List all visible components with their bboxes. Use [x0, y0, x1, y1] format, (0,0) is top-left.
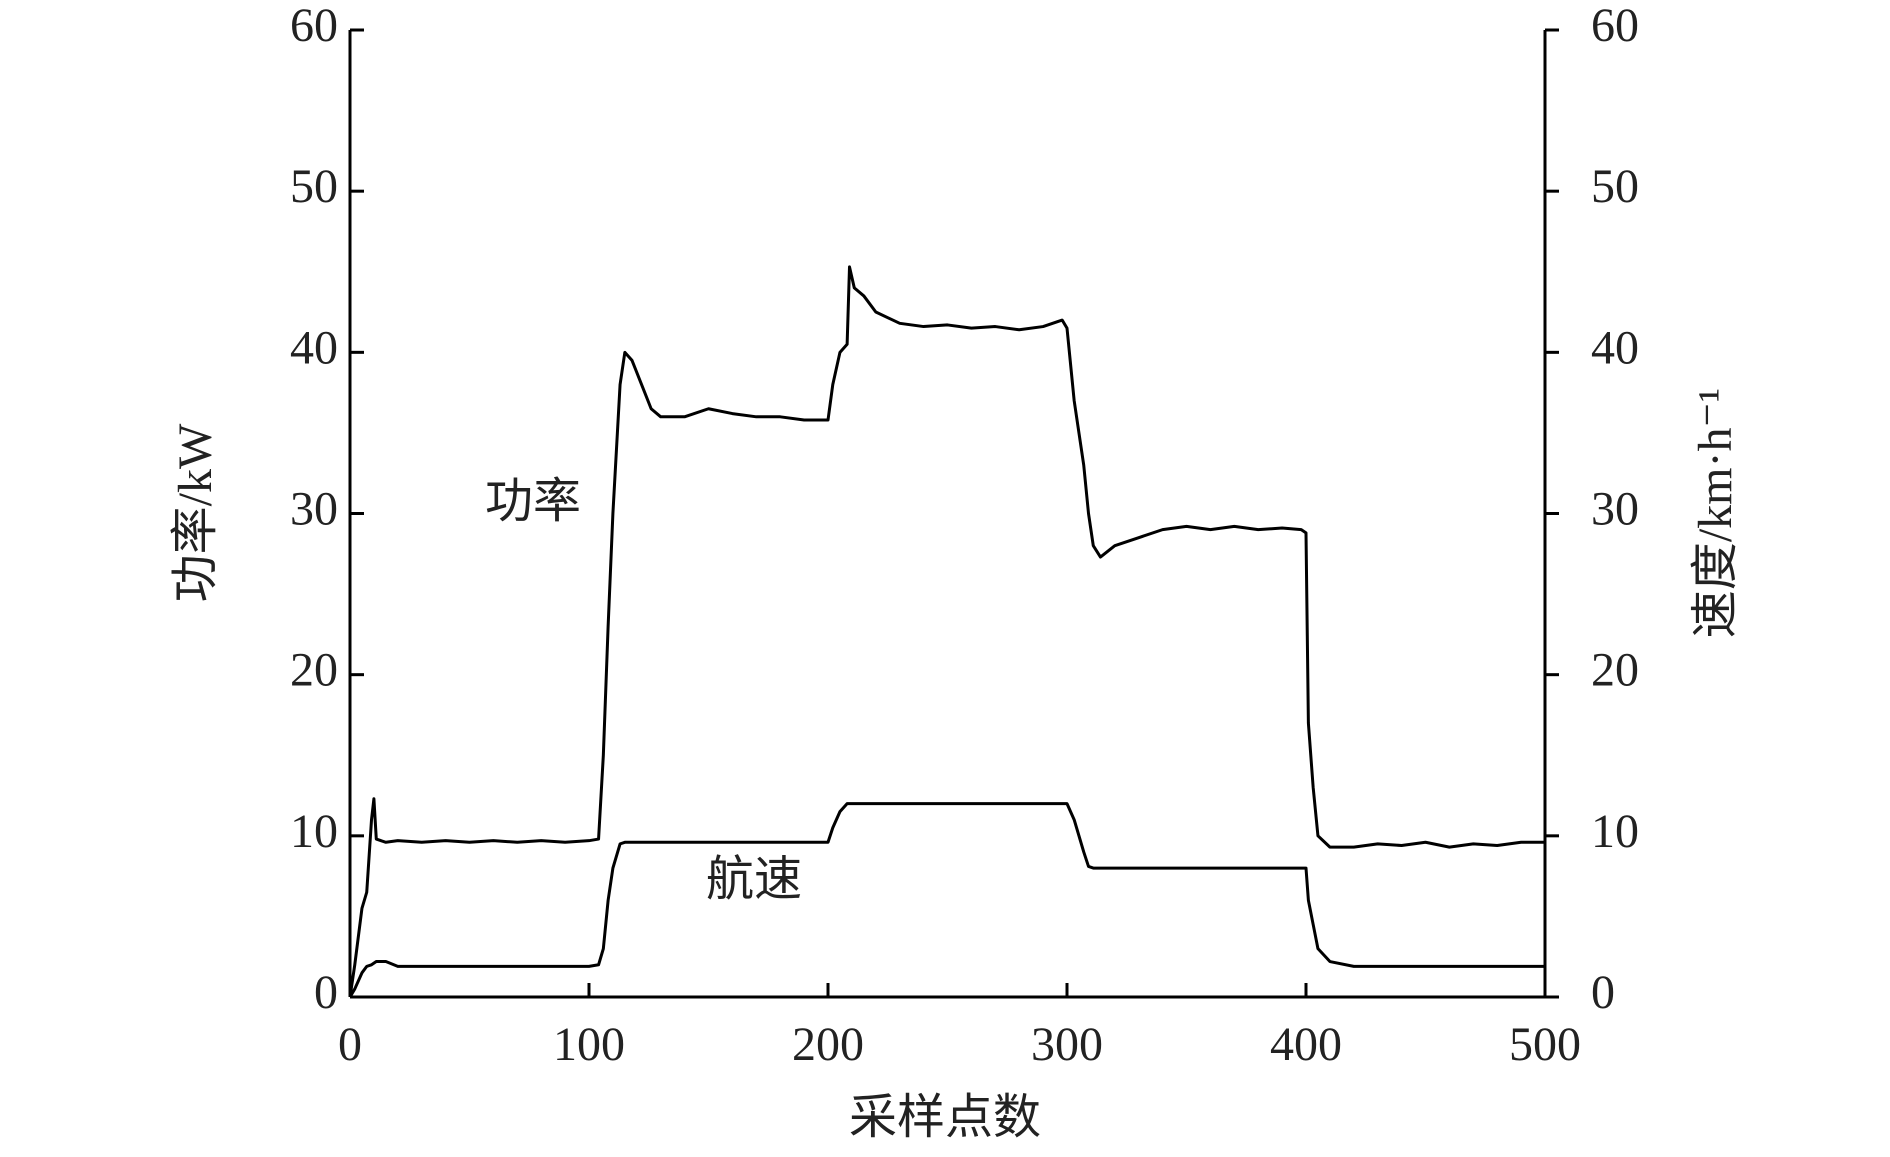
- y2-tick-label: 30: [1591, 483, 1639, 536]
- series-line: [348, 265, 1545, 998]
- y-tick-label: 30: [290, 483, 338, 536]
- y-tick-label: 0: [314, 966, 338, 1019]
- x-tick-label: 300: [1031, 1018, 1103, 1071]
- x-tick-label: 400: [1270, 1018, 1342, 1071]
- x-tick-label: 0: [338, 1018, 362, 1071]
- y2-tick-label: 10: [1591, 805, 1639, 858]
- series-label: 功率: [485, 475, 581, 528]
- y-axis-label: 功率/kW: [169, 423, 222, 602]
- y2-tick-label: 20: [1591, 644, 1639, 697]
- y2-axis-label: 速度/km·h⁻¹: [1689, 388, 1742, 638]
- y-tick-label: 40: [290, 321, 338, 374]
- x-tick-label: 100: [553, 1018, 625, 1071]
- y-tick-label: 60: [290, 0, 338, 52]
- series-line: [348, 802, 1545, 998]
- x-tick-label: 500: [1509, 1018, 1581, 1071]
- y2-tick-label: 40: [1591, 321, 1639, 374]
- y-tick-label: 20: [290, 644, 338, 697]
- y-tick-label: 10: [290, 805, 338, 858]
- series-label: 航速: [706, 853, 802, 906]
- y-tick-label: 50: [290, 160, 338, 213]
- y2-tick-label: 50: [1591, 160, 1639, 213]
- x-axis-label: 采样点数: [849, 1091, 1041, 1144]
- x-tick-label: 200: [792, 1018, 864, 1071]
- y2-tick-label: 0: [1591, 966, 1615, 1019]
- y2-tick-label: 60: [1591, 0, 1639, 52]
